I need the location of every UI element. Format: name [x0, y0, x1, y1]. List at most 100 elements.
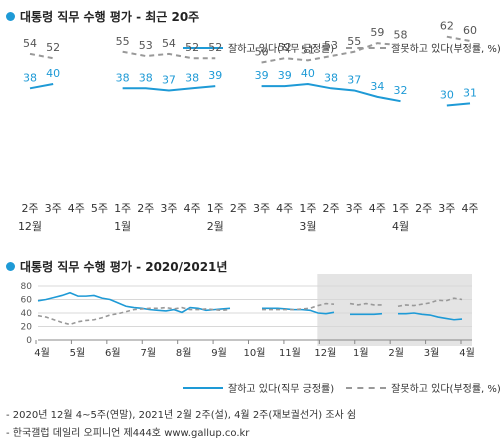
week-tick-label: 3주 [438, 202, 455, 215]
positive-line-segment [122, 85, 216, 92]
negative-line-segment [122, 50, 216, 60]
week-tick-label: 3주 [160, 202, 177, 215]
month-tick-label: 10월 [244, 347, 266, 359]
bullet-icon [6, 262, 15, 271]
positive-data-label: 37 [162, 73, 176, 86]
legend-positive-swatch [183, 46, 223, 49]
negative-line-segment [37, 306, 231, 326]
negative-data-label: 60 [463, 24, 477, 37]
legend-positive-swatch [183, 386, 223, 389]
positive-data-label: 40 [301, 67, 315, 80]
positive-data-label: 39 [208, 69, 222, 82]
legend-positive-label: 잘하고 있다(직무 긍정률) [228, 44, 335, 55]
negative-data-label: 62 [440, 20, 454, 33]
month-tick-label: 2월 [207, 220, 224, 233]
positive-data-label: 39 [255, 69, 269, 82]
week-tick-label: 4주 [369, 202, 386, 215]
week-tick-label: 2주 [322, 202, 339, 215]
month-tick-label: 1월 [353, 347, 369, 359]
month-tick-label: 4월 [34, 347, 50, 359]
chart1-title: 대통령 직무 수행 평가 - 최근 20주 [6, 8, 199, 25]
negative-data-label: 52 [208, 41, 222, 54]
negative-data-label: 54 [23, 37, 37, 50]
negative-data-label: 51 [301, 43, 315, 56]
month-tick-label: 7월 [140, 347, 156, 359]
negative-line-segment [29, 52, 54, 60]
chart1-plot: 38 40 38 38 37 38 39 39 39 40 38 37 34 32 30 31 54 52 55 53… [18, 20, 479, 233]
week-tick-label: 3주 [346, 202, 363, 215]
positive-data-label: 38 [139, 71, 153, 84]
week-tick-label: 1주 [114, 202, 131, 215]
positive-line-segment [446, 102, 471, 107]
bullet-icon [6, 12, 15, 21]
footnote-2: - 한국갤럽 데일리 오피니언 제444호 www.gallup.co.kr [6, 428, 250, 439]
legend-positive-label: 잘하고 있다(직무 긍정률) [228, 384, 335, 395]
negative-data-label: 58 [394, 28, 408, 41]
positive-data-label: 40 [46, 67, 60, 80]
y-tick-label: 40 [21, 309, 33, 319]
month-tick-label: 2월 [388, 347, 404, 359]
footnote-1: - 2020년 12월 4~5주(연말), 2021년 2월 2주(설), 4월… [6, 410, 357, 421]
negative-line-segment [446, 35, 471, 42]
month-tick-label: 3월 [424, 347, 440, 359]
negative-line-segment [261, 42, 401, 64]
negative-data-label: 53 [139, 39, 153, 52]
month-tick-label: 12월 [18, 220, 42, 233]
chart1-legend: 잘하고 있다(직무 긍정률) 잘못하고 있다(부정률, %) [183, 40, 500, 55]
legend-negative-label: 잘못하고 있다(부정률, %) [391, 44, 500, 55]
legend-negative-swatch [346, 46, 387, 49]
recent-period-shade [317, 274, 472, 346]
month-tick-label: 3월 [299, 220, 316, 233]
chart2-plot: 0 20 40 60 80 4월 5월 6월 7월 8월 9월 10월 11월 12월 1월 2월 3월 4월 [21, 274, 475, 359]
week-tick-label: 4주 [276, 202, 293, 215]
positive-line-segment [29, 83, 54, 90]
negative-data-label: 52 [185, 41, 199, 54]
month-tick-label: 6월 [105, 347, 121, 359]
positive-data-label: 34 [370, 80, 384, 93]
negative-data-label: 52 [46, 41, 60, 54]
month-tick-label: 4월 [459, 347, 475, 359]
negative-data-label: 59 [370, 26, 384, 39]
negative-data-label: 54 [162, 37, 176, 50]
week-tick-label: 4주 [184, 202, 201, 215]
positive-data-label: 39 [278, 69, 292, 82]
positive-data-label: 30 [440, 89, 454, 102]
positive-data-label: 32 [394, 84, 408, 97]
negative-line-segment [397, 297, 463, 308]
negative-line-segment [349, 302, 382, 306]
week-tick-label: 2주 [21, 202, 38, 215]
negative-data-label: 52 [278, 41, 292, 54]
y-tick-label: 20 [21, 323, 33, 333]
month-tick-label: 9월 [211, 347, 227, 359]
positive-data-label: 38 [185, 71, 199, 84]
legend-negative-swatch [346, 386, 387, 389]
positive-data-label: 38 [116, 71, 130, 84]
negative-data-label: 55 [347, 35, 361, 48]
week-tick-label: 1주 [299, 202, 316, 215]
week-tick-label: 1주 [392, 202, 409, 215]
week-tick-label: 2주 [137, 202, 154, 215]
month-tick-label: 12월 [314, 347, 336, 359]
y-tick-label: 60 [21, 296, 33, 306]
y-tick-label: 80 [21, 282, 33, 292]
positive-data-label: 38 [23, 71, 37, 84]
negative-data-label: 55 [116, 35, 130, 48]
negative-data-label: 50 [255, 46, 269, 59]
legend-negative-label: 잘못하고 있다(부정률, %) [391, 384, 500, 395]
chart2-title: 대통령 직무 수행 평가 - 2020/2021년 [6, 258, 227, 275]
week-tick-label: 1주 [207, 202, 224, 215]
week-tick-label: 3주 [45, 202, 62, 215]
week-tick-label: 3주 [253, 202, 270, 215]
month-tick-label: 11월 [279, 347, 301, 359]
y-tick-label: 0 [26, 336, 32, 346]
positive-line-segment [37, 291, 231, 314]
positive-line-segment [398, 312, 463, 321]
month-tick-label: 5월 [70, 347, 86, 359]
week-tick-label: 2주 [230, 202, 247, 215]
month-tick-label: 8월 [176, 347, 192, 359]
week-tick-label: 4주 [461, 202, 478, 215]
chart2-legend: 잘하고 있다(직무 긍정률) 잘못하고 있다(부정률, %) [183, 380, 500, 395]
positive-line-segment [350, 312, 383, 316]
positive-data-label: 37 [347, 73, 361, 86]
positive-data-label: 31 [463, 86, 477, 99]
